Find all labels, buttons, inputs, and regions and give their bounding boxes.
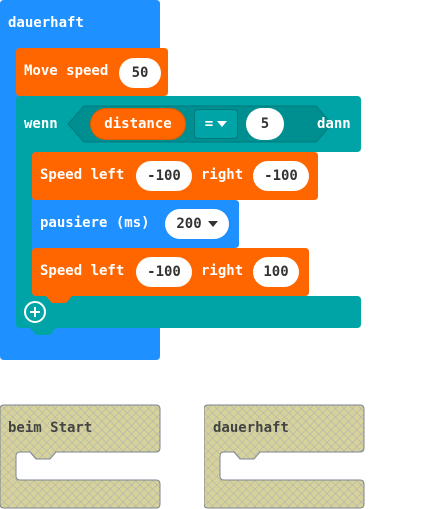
speed-right-value-input[interactable]: 100 [253, 257, 299, 287]
move-speed-value-input[interactable]: 50 [119, 58, 161, 88]
ghost-on-start-block[interactable]: beim Start [0, 404, 161, 509]
speed-left-label: Speed left [40, 167, 125, 183]
chevron-down-icon [207, 221, 218, 227]
operator-label: = [204, 116, 214, 132]
pause-label: pausiere (ms) [40, 215, 150, 231]
chevron-down-icon [217, 121, 228, 127]
ghost-forever-block[interactable]: dauerhaft [204, 404, 365, 509]
speed-block-1[interactable]: Speed left -100 right -100 [32, 152, 318, 207]
plus-circle-icon[interactable] [24, 301, 46, 323]
pause-block[interactable]: pausiere (ms) 200 [32, 200, 239, 255]
ghost-forever-shape [204, 404, 365, 509]
speed-right-label: right [201, 167, 244, 183]
operator-dropdown[interactable]: = [194, 109, 238, 139]
speed-left-value-input[interactable]: -100 [136, 257, 192, 287]
condition-variable-reporter[interactable]: distance [90, 108, 186, 140]
speed-right-label: right [201, 263, 244, 279]
compare-value-input[interactable]: 5 [246, 108, 284, 140]
speed-block-2[interactable]: Speed left -100 right 100 [32, 248, 309, 303]
condition-variable-label: distance [104, 116, 172, 132]
if-label: wenn [24, 116, 58, 132]
speed-right-value-input[interactable]: -100 [253, 161, 309, 191]
ghost-on-start-label: beim Start [8, 420, 93, 436]
speed-left-value-input[interactable]: -100 [136, 161, 192, 191]
if-block[interactable]: wenn distance = 5 dann [16, 96, 361, 335]
pause-value-dropdown[interactable]: 200 [165, 209, 229, 239]
move-speed-label: Move speed [24, 63, 109, 79]
speed-left-label: Speed left [40, 263, 125, 279]
ghost-on-start-shape [0, 404, 161, 509]
ghost-forever-label: dauerhaft [213, 420, 289, 436]
move-speed-block[interactable]: Move speed 50 [16, 48, 168, 103]
then-label: dann [317, 116, 351, 132]
pause-value-label: 200 [176, 216, 202, 232]
forever-block-label: dauerhaft [8, 15, 84, 31]
